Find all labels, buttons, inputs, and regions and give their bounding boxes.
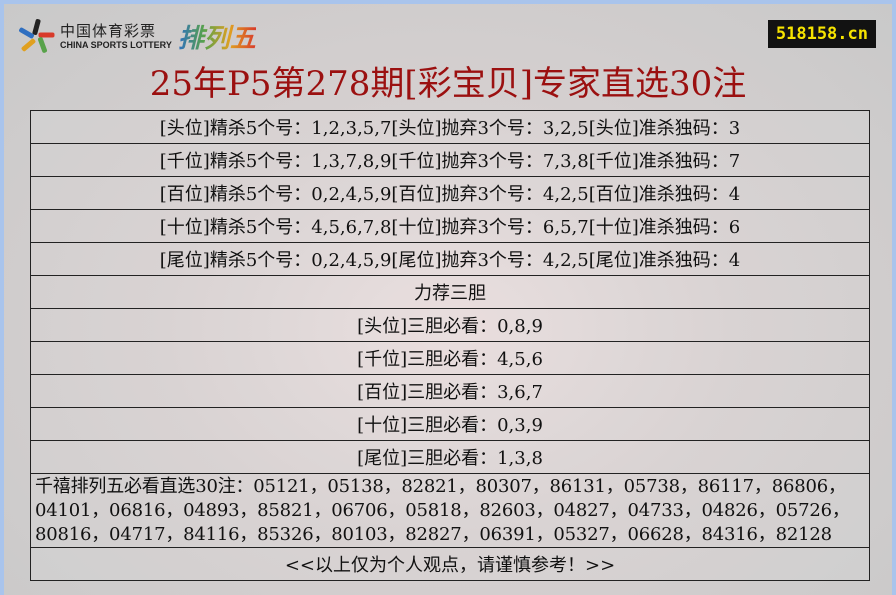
dan-row: [百位]三胆必看：3,6,7: [30, 374, 870, 408]
table-row: [百位]三胆必看：3,6,7: [30, 374, 870, 408]
kill-row: [十位]精杀5个号：4,5,6,7,8[十位]抛弃3个号：6,5,7[十位]准杀…: [30, 209, 870, 243]
prediction-table: [头位]精杀5个号：1,2,3,5,7[头位]抛弃3个号：3,2,5[头位]准杀…: [30, 110, 870, 581]
logo-en: CHINA SPORTS LOTTERY: [60, 39, 172, 50]
table-row: 千禧排列五必看直选30注：05121，05138，82821，80307，861…: [30, 473, 870, 548]
table-row: [尾位]精杀5个号：0,2,4,5,9[尾位]抛弃3个号：4,2,5[尾位]准杀…: [30, 242, 870, 276]
kill-row: [百位]精杀5个号：0,2,4,5,9[百位]抛弃3个号：4,2,5[百位]准杀…: [30, 176, 870, 210]
site-badge[interactable]: 518158.cn: [767, 20, 876, 48]
dan-row: [十位]三胆必看：0,3,9: [30, 407, 870, 441]
table-row: [千位]精杀5个号：1,3,7,8,9[千位]抛弃3个号：7,3,8[千位]准杀…: [30, 143, 870, 177]
logo-cn: 中国体育彩票: [60, 21, 157, 40]
table-row: [头位]精杀5个号：1,2,3,5,7[头位]抛弃3个号：3,2,5[头位]准杀…: [30, 110, 870, 144]
lottery-logo: 中国体育彩票 CHINA SPORTS LOTTERY 排列五: [18, 18, 256, 55]
table-row: [十位]精杀5个号：4,5,6,7,8[十位]抛弃3个号：6,5,7[十位]准杀…: [30, 209, 870, 243]
logo-p5: 排列五: [178, 18, 256, 55]
page-title: 25年P5第278期[彩宝贝]专家直选30注: [149, 64, 747, 104]
table-row: [尾位]三胆必看：1,3,8: [30, 440, 870, 474]
table-row: <<以上仅为个人观点，请谨慎参考！>>: [30, 547, 870, 581]
table-row: [头位]三胆必看：0,8,9: [30, 308, 870, 342]
table-row: [千位]三胆必看：4,5,6: [30, 341, 870, 375]
table-row: [十位]三胆必看：0,3,9: [30, 407, 870, 441]
table-row: [百位]精杀5个号：0,2,4,5,9[百位]抛弃3个号：4,2,5[百位]准杀…: [30, 176, 870, 210]
kill-row: [尾位]精杀5个号：0,2,4,5,9[尾位]抛弃3个号：4,2,5[尾位]准杀…: [30, 242, 870, 276]
dan-row: [尾位]三胆必看：1,3,8: [30, 440, 870, 474]
kill-row: [千位]精杀5个号：1,3,7,8,9[千位]抛弃3个号：7,3,8[千位]准杀…: [30, 143, 870, 177]
table-row: 力荐三胆: [30, 275, 870, 309]
kill-row: [头位]精杀5个号：1,2,3,5,7[头位]抛弃3个号：3,2,5[头位]准杀…: [30, 110, 870, 144]
disclaimer: <<以上仅为个人观点，请谨慎参考！>>: [30, 547, 870, 581]
dan-row: [千位]三胆必看：4,5,6: [30, 341, 870, 375]
dan-row: [头位]三胆必看：0,8,9: [30, 308, 870, 342]
picks-row: 千禧排列五必看直选30注：05121，05138，82821，80307，861…: [30, 473, 870, 548]
section-heading: 力荐三胆: [30, 275, 870, 309]
logo-star-icon: [18, 18, 56, 55]
